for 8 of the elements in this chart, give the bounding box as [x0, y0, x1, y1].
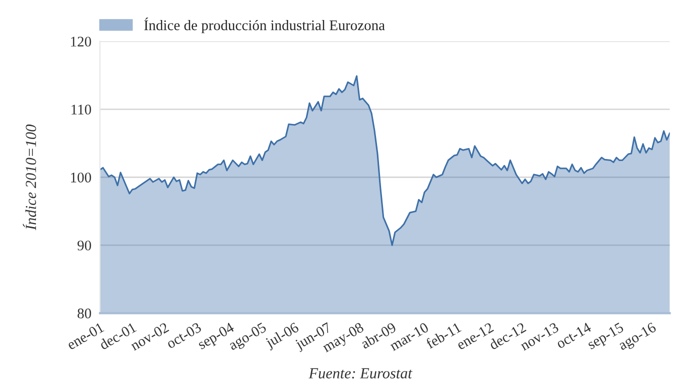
y-tick-label: 110 [72, 104, 92, 114]
y-axis-title: Índice 2010=100 [22, 124, 36, 230]
y-tick-label: 80 [78, 308, 92, 318]
legend-label: Índice de producción industrial Eurozona [144, 18, 385, 34]
y-tick-label: 90 [78, 240, 92, 250]
y-tick-label: 120 [71, 36, 92, 47]
source-note: Fuente: Eurostat [308, 368, 412, 379]
y-tick-label: 100 [71, 172, 92, 182]
